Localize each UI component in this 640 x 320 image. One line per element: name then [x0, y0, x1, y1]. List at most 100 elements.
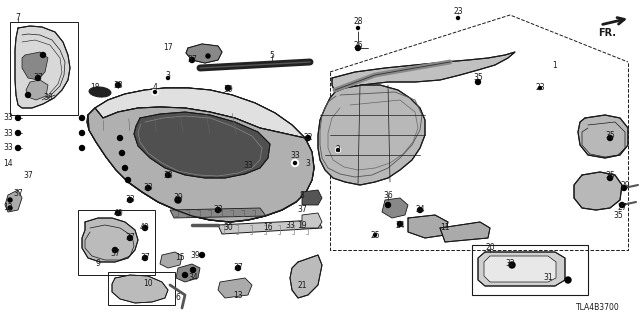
Circle shape: [8, 206, 12, 210]
Circle shape: [35, 76, 40, 81]
Text: 33: 33: [125, 196, 135, 204]
Polygon shape: [134, 112, 270, 178]
Text: 37: 37: [233, 263, 243, 273]
Text: 35: 35: [605, 131, 615, 140]
Circle shape: [236, 266, 241, 270]
Text: 39: 39: [223, 85, 233, 94]
Circle shape: [397, 221, 403, 227]
Text: 23: 23: [535, 84, 545, 92]
Text: 33: 33: [285, 220, 295, 229]
Polygon shape: [170, 208, 266, 218]
Text: 35: 35: [613, 211, 623, 220]
Circle shape: [166, 172, 170, 178]
Text: 35: 35: [473, 74, 483, 83]
Polygon shape: [82, 218, 138, 262]
Polygon shape: [408, 215, 448, 238]
Polygon shape: [160, 252, 182, 268]
Polygon shape: [176, 264, 200, 282]
Text: 20: 20: [485, 244, 495, 252]
Circle shape: [122, 165, 127, 171]
Polygon shape: [26, 80, 48, 100]
Text: 31: 31: [543, 274, 553, 283]
Circle shape: [216, 207, 221, 212]
Circle shape: [537, 85, 543, 91]
Text: 33: 33: [3, 129, 13, 138]
Text: 24: 24: [395, 220, 405, 229]
Circle shape: [455, 15, 461, 21]
Text: 21: 21: [297, 281, 307, 290]
Polygon shape: [478, 252, 565, 286]
Text: 33: 33: [243, 161, 253, 170]
Circle shape: [79, 131, 84, 135]
Circle shape: [79, 116, 84, 121]
Polygon shape: [15, 26, 70, 108]
Text: 30: 30: [223, 223, 233, 233]
Text: 4: 4: [152, 84, 157, 92]
Polygon shape: [574, 172, 622, 210]
Circle shape: [145, 186, 150, 190]
Text: 5: 5: [269, 51, 275, 60]
Circle shape: [337, 148, 339, 151]
Text: 12: 12: [3, 204, 13, 212]
Text: 25: 25: [370, 230, 380, 239]
Text: 33: 33: [213, 205, 223, 214]
Bar: [10, 22, 78, 115]
Circle shape: [565, 277, 571, 283]
Text: 29: 29: [620, 180, 630, 189]
Circle shape: [191, 268, 195, 273]
Text: 40: 40: [113, 209, 123, 218]
Text: FR.: FR.: [598, 28, 616, 38]
Text: 36: 36: [383, 190, 393, 199]
Circle shape: [15, 116, 20, 121]
Polygon shape: [290, 255, 322, 298]
Polygon shape: [218, 220, 322, 234]
Bar: [78, 210, 155, 275]
Circle shape: [15, 146, 20, 150]
Circle shape: [175, 197, 181, 203]
Polygon shape: [87, 88, 314, 222]
Circle shape: [356, 27, 360, 29]
Text: 26: 26: [353, 41, 363, 50]
Text: 14: 14: [3, 158, 13, 167]
Circle shape: [372, 232, 378, 238]
Circle shape: [40, 52, 45, 58]
Circle shape: [154, 91, 157, 93]
Text: 37: 37: [140, 253, 150, 262]
Circle shape: [374, 234, 376, 236]
Circle shape: [538, 86, 541, 90]
Circle shape: [182, 273, 188, 277]
Text: 37: 37: [125, 234, 135, 243]
Polygon shape: [332, 52, 515, 92]
Polygon shape: [302, 190, 322, 205]
Circle shape: [456, 17, 460, 20]
Text: 16: 16: [263, 223, 273, 233]
Text: 28: 28: [353, 18, 363, 27]
Text: 1: 1: [552, 60, 557, 69]
Polygon shape: [382, 198, 408, 218]
Text: 34: 34: [188, 274, 198, 283]
Text: 7: 7: [15, 13, 20, 22]
Text: 3: 3: [305, 158, 310, 167]
Text: 3: 3: [166, 70, 170, 79]
Text: 9: 9: [95, 259, 100, 268]
Text: 8: 8: [300, 190, 305, 199]
Circle shape: [225, 85, 230, 91]
Polygon shape: [88, 107, 314, 222]
Text: 37: 37: [33, 74, 43, 83]
Text: 32: 32: [505, 259, 515, 268]
Polygon shape: [112, 275, 168, 303]
Text: 39: 39: [190, 251, 200, 260]
Circle shape: [206, 54, 210, 58]
Circle shape: [335, 148, 340, 153]
Text: 33: 33: [3, 143, 13, 153]
Circle shape: [113, 247, 118, 252]
Ellipse shape: [89, 87, 111, 97]
Circle shape: [355, 45, 360, 51]
Text: 11: 11: [440, 223, 450, 233]
Circle shape: [607, 135, 612, 140]
Text: 40: 40: [140, 223, 150, 233]
Circle shape: [620, 203, 625, 207]
Text: 33: 33: [113, 81, 123, 90]
Circle shape: [143, 226, 147, 230]
Circle shape: [385, 203, 390, 207]
